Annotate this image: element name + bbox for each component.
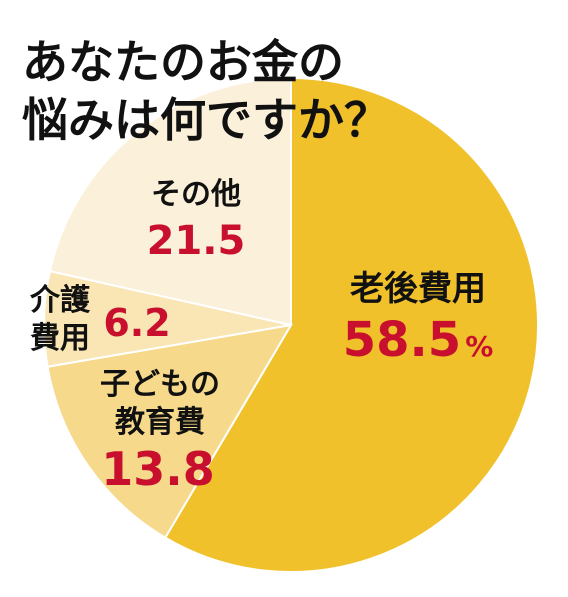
- chart-title-line-1: あなたのお金の: [22, 35, 344, 89]
- slice-sonota: [48, 76, 292, 327]
- slice-label-kaigo-line-2: 費用: [30, 321, 90, 356]
- slice-value-unit: %: [465, 330, 493, 363]
- slice-value-rougo: 58.5: [343, 312, 461, 368]
- slice-label-kyouiku-line-2: 教育費: [115, 405, 205, 440]
- slice-label-kyouiku-line-1: 子どもの: [100, 367, 220, 402]
- slice-label-kaigo-line-1: 介護: [29, 283, 91, 318]
- slice-kyouiku: [46, 323, 293, 539]
- pie-slices: [43, 76, 539, 573]
- slice-value-sonota: 21.5: [147, 218, 246, 264]
- slice-rougo: [163, 76, 539, 573]
- slice-value-rougo-group: 58.5%: [343, 312, 494, 368]
- slice-value-kyouiku: 13.8: [101, 442, 215, 496]
- slice-label-rougo: 老後費用: [350, 269, 486, 309]
- chart-title-line-2: 悩みは何ですか？: [22, 93, 390, 147]
- slice-label-sonota: その他: [151, 177, 241, 212]
- slice-value-kaigo: 6.2: [103, 301, 170, 345]
